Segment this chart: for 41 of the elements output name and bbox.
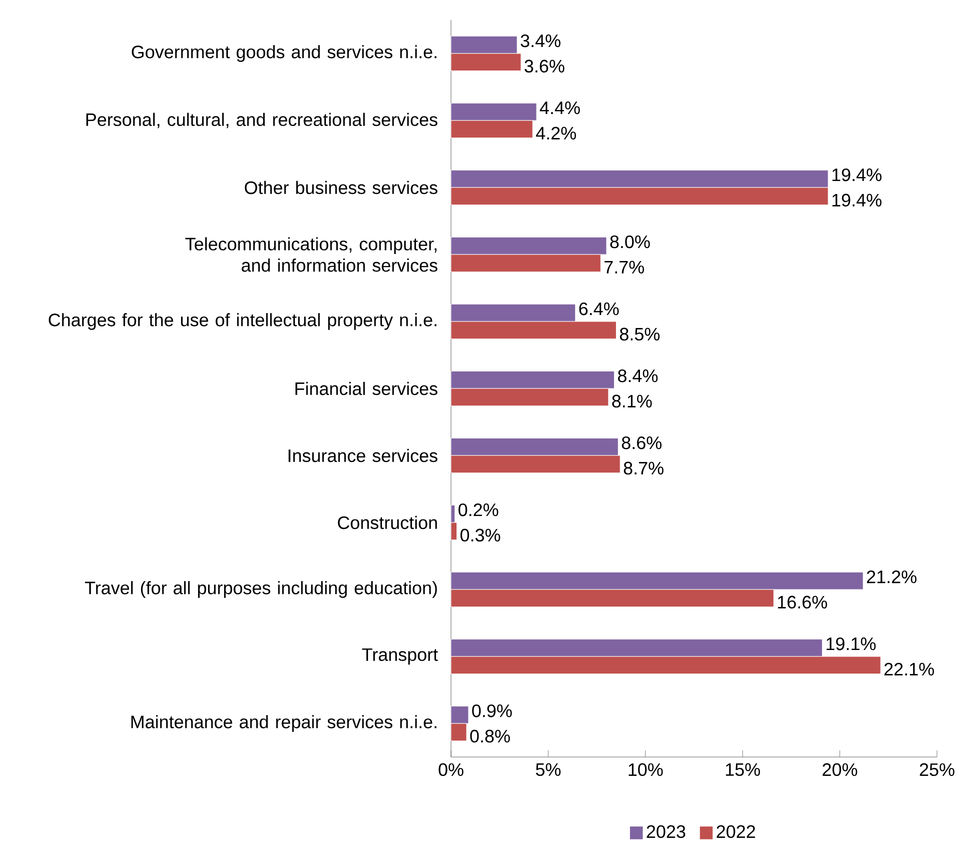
y-tick-label: Transport bbox=[362, 648, 438, 665]
data-label: 0.9% bbox=[472, 704, 512, 718]
data-label: 16.6% bbox=[778, 596, 828, 609]
y-tick-label: Financial services bbox=[296, 382, 438, 396]
x-tick-label: 10% bbox=[628, 763, 663, 776]
data-label: 3.6% bbox=[524, 60, 564, 73]
data-label: 6.4% bbox=[579, 302, 619, 316]
data-label: 21.2% bbox=[866, 570, 916, 584]
legend-label: 2023 bbox=[646, 825, 686, 838]
y-tick-label: Construction bbox=[338, 516, 437, 530]
data-label: 8.7% bbox=[624, 462, 664, 475]
y-tick-label: Insurance services bbox=[288, 448, 438, 462]
data-label: 0.3% bbox=[460, 528, 500, 542]
data-label: 8.5% bbox=[620, 328, 660, 341]
y-tick-label: Telecommunications, computer, and information services bbox=[185, 237, 438, 272]
data-label: 7.7% bbox=[604, 260, 644, 274]
y-tick-label: Maintenance and repair services n.i.e. bbox=[131, 715, 436, 732]
x-tick-label: 25% bbox=[920, 763, 954, 776]
data-label: 19.4% bbox=[832, 168, 882, 182]
x-tick-label: 20% bbox=[822, 763, 858, 776]
x-tick-label: 5% bbox=[536, 763, 561, 776]
data-label: 4.4% bbox=[540, 102, 580, 114]
data-label: 3.4% bbox=[520, 34, 560, 48]
data-label: 19.4% bbox=[832, 194, 882, 207]
data-label: 8.6% bbox=[622, 436, 662, 450]
x-tick-label: 0% bbox=[438, 763, 464, 776]
data-label: 0.8% bbox=[470, 730, 510, 743]
data-label: 8.0% bbox=[610, 235, 650, 248]
data-label: 22.1% bbox=[884, 662, 934, 676]
x-tick-label: 15% bbox=[726, 763, 760, 776]
legend-label: 2022 bbox=[716, 825, 756, 838]
y-tick-label: Government goods and services n.i.e. bbox=[132, 45, 436, 62]
data-label: 8.1% bbox=[612, 394, 652, 408]
data-label: 19.1% bbox=[826, 637, 876, 650]
data-label: 0.2% bbox=[458, 503, 498, 516]
y-tick-label: Travel (for all purposes including education) bbox=[84, 581, 437, 598]
data-label: 8.4% bbox=[618, 369, 658, 382]
y-tick-label: Personal, cultural, and recreational services bbox=[86, 112, 438, 128]
y-tick-label: Charges for the use of intellectual property n.i.e. bbox=[48, 313, 436, 330]
data-label: 4.2% bbox=[536, 126, 576, 140]
y-tick-label: Other business services bbox=[244, 180, 438, 194]
